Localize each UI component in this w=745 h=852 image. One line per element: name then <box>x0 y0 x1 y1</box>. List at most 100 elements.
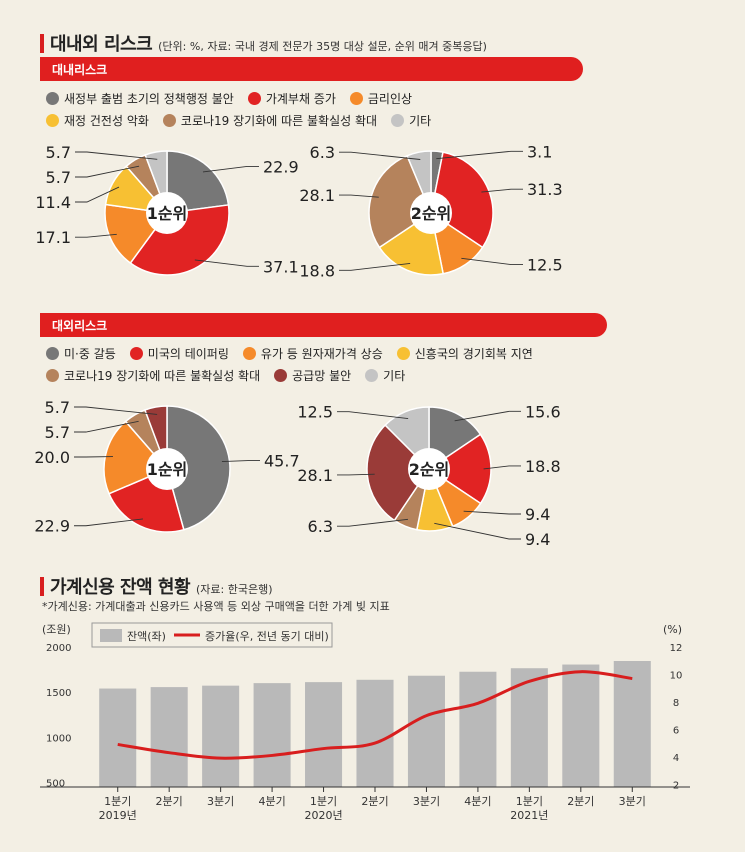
slice-value-label: 9.4 <box>525 505 550 524</box>
domestic-risk-band-label: 대내리스크 <box>52 63 108 77</box>
household-credit-chart: (조원) (%) 잔액(좌) 증가율(우, 전년 동기 대비) 500 1000 1500 2… <box>40 622 690 822</box>
slice-value-label: 31.3 <box>527 180 563 199</box>
right-axis-unit: (%) <box>663 623 682 636</box>
legend-label-line: 증가율(우, 전년 동기 대비) <box>205 630 329 643</box>
x-tick-label: 1분기 <box>104 795 131 808</box>
legend-box <box>91 622 333 648</box>
legend-item: 가계부채 증가 <box>247 90 336 107</box>
legend-label: 유가 등 원자재가격 상승 <box>260 347 383 361</box>
leader-line <box>75 151 158 160</box>
bar <box>99 688 137 787</box>
slice-value-label: 22.9 <box>34 517 70 536</box>
slice-value-label: 9.4 <box>525 530 550 549</box>
leader-line <box>74 420 139 433</box>
pie-slice <box>430 151 494 249</box>
bar <box>613 661 651 787</box>
slice-value-label: 22.9 <box>263 157 299 176</box>
x-year-label: 2019년 <box>99 809 137 822</box>
risk-section-title: 대내외 리스크 (단위: %, 자료: 국내 경제 전문가 35명 대상 설문,… <box>40 30 487 56</box>
bar <box>253 683 291 787</box>
legend-label: 공급망 불안 <box>292 369 352 383</box>
slice-value-label: 45.7 <box>264 452 300 471</box>
leader-line <box>74 518 143 527</box>
leader-line <box>74 406 158 415</box>
legend-item: 기타 <box>365 367 405 384</box>
slice-value-label: 5.7 <box>45 423 70 442</box>
x-tick-label: 2분기 <box>361 795 388 808</box>
credit-section-title: 가계신용 잔액 현황 (자료: 한국은행) <box>40 573 273 599</box>
leader-line <box>75 186 120 203</box>
bar <box>150 687 188 787</box>
bar <box>510 668 548 787</box>
legend-item: 미국의 테이퍼링 <box>129 345 229 362</box>
bar <box>459 671 497 787</box>
leader-line <box>436 150 523 160</box>
slice-value-label: 12.5 <box>297 403 333 422</box>
leader-line <box>75 233 117 238</box>
legend-swatch <box>46 92 59 105</box>
pie-slice <box>368 154 432 249</box>
legend-swatch <box>349 92 363 105</box>
donut-center-label: 1순위 <box>147 460 188 479</box>
leader-line <box>463 510 521 515</box>
donut-chart: 2순위 15.6 18.8 9.4 9.4 12.5 28.1 6.3 <box>297 402 560 549</box>
bar <box>202 685 240 787</box>
x-tick-label: 2분기 <box>156 795 183 808</box>
legend-swatch <box>129 347 143 360</box>
slice-value-label: 17.1 <box>35 228 71 247</box>
slice-value-label: 12.5 <box>527 256 563 275</box>
donut-chart: 2순위 3.1 31.3 12.5 6.3 28.1 18.8 <box>299 142 562 280</box>
slice-value-label: 11.4 <box>35 193 71 212</box>
x-tick-label: 4분기 <box>464 795 491 808</box>
slice-value-label: 5.7 <box>46 143 71 162</box>
legend-swatch <box>274 369 288 382</box>
bar <box>356 679 394 787</box>
right-tick-label: 4 <box>673 753 679 764</box>
credit-footnote: *가계신용: 가계대출과 신용카드 사용액 등 외상 구매액을 더한 가계 빚 … <box>42 600 390 613</box>
x-tick-label: 4분기 <box>258 795 285 808</box>
legend-label: 기타 <box>383 369 406 383</box>
legend-item: 유가 등 원자재가격 상승 <box>242 345 383 362</box>
leader-line <box>337 473 375 476</box>
pie-slice <box>366 424 430 522</box>
foreign-donut-charts: 1순위 45.7 5.7 5.7 20.0 22.9 2순위 15.6 18.8 9.4 9.4 12… <box>34 398 560 549</box>
slice-value-label: 5.7 <box>45 398 70 417</box>
slice-value-label: 5.7 <box>46 168 71 187</box>
leader-line <box>75 165 140 178</box>
legend-item: 새정부 출범 초기의 정책행정 불안 <box>46 90 234 107</box>
slice-value-label: 28.1 <box>297 466 333 485</box>
right-tick-label: 2 <box>673 780 679 791</box>
legend-swatch <box>242 347 256 360</box>
left-tick-label: 1000 <box>46 733 71 744</box>
slice-value-label: 6.3 <box>310 143 335 162</box>
left-tick-label: 2000 <box>46 643 71 654</box>
slice-value-label: 28.1 <box>299 186 335 205</box>
leader-line <box>202 165 259 173</box>
x-tick-label: 2분기 <box>567 795 594 808</box>
donut-chart: 1순위 45.7 5.7 5.7 20.0 22.9 <box>34 398 299 536</box>
legend-label: 재정 건전성 악화 <box>64 114 149 128</box>
legend-item: 코로나19 장기화에 따른 불확실성 확대 <box>46 367 260 384</box>
leader-line <box>454 410 521 422</box>
right-tick-label: 8 <box>673 698 679 709</box>
x-tick-label: 3분기 <box>207 795 234 808</box>
legend-item: 코로나19 장기화에 따른 불확실성 확대 <box>162 112 377 129</box>
bar <box>407 675 445 787</box>
donut-hole <box>410 192 452 234</box>
legend-label-bar: 잔액(좌) <box>127 630 166 643</box>
donut-hole <box>408 448 450 490</box>
leader-line <box>194 259 259 267</box>
donut-center-label: 1순위 <box>147 204 188 223</box>
legend-label: 가계부채 증가 <box>265 92 336 106</box>
pie-slice <box>166 405 231 531</box>
foreign-risk-band-label: 대외리스크 <box>52 319 108 333</box>
bar <box>562 664 600 787</box>
legend-swatch <box>365 369 379 382</box>
title-accent-bar <box>40 33 44 53</box>
donut-center-label: 2순위 <box>411 204 452 223</box>
x-year-label: 2021년 <box>510 809 548 822</box>
donut-chart: 1순위 22.9 37.1 5.7 5.7 11.4 17.1 <box>35 143 298 276</box>
donut-hole <box>146 192 188 234</box>
right-tick-label: 6 <box>673 725 679 736</box>
legend-swatch <box>46 114 59 127</box>
